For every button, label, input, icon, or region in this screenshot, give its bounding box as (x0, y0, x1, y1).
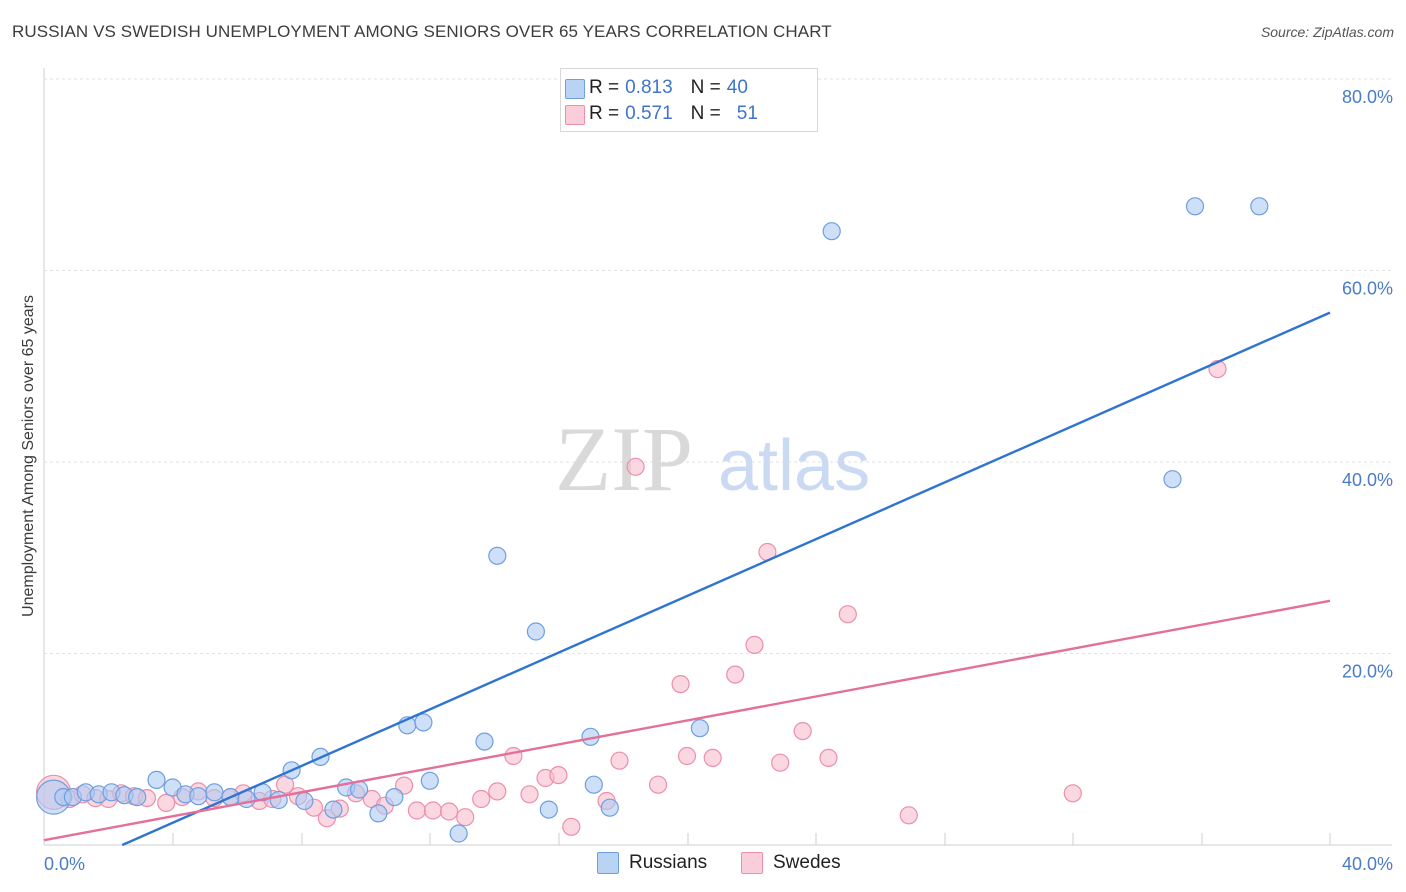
trend-lines (43, 311, 1331, 847)
watermark-atlas: atlas (718, 426, 870, 506)
swedes-point (671, 674, 690, 694)
y-tick-label: 60.0% (1342, 279, 1393, 299)
swedes-point (745, 635, 764, 655)
swedes-point (703, 748, 722, 768)
russians-point (488, 546, 507, 565)
russians-point (324, 800, 343, 819)
russians-trend-line (121, 311, 1331, 847)
russians-point (269, 790, 288, 810)
legend-item-swedes[interactable]: Swedes (741, 852, 841, 874)
watermark: ZIP atlas (555, 408, 870, 510)
swedes-n-value: 51 (736, 103, 758, 124)
russians-r-value: 0.813 (625, 77, 673, 98)
russians-point (385, 787, 404, 807)
russians-r-label: R = (589, 77, 620, 98)
swedes-r-label: R = (589, 103, 620, 124)
y-axis-label: Unemployment Among Seniors over 65 years (20, 295, 37, 617)
russians-point (189, 787, 208, 806)
swedes-point (626, 457, 645, 476)
russians-point (1185, 197, 1205, 216)
swedes-trend-line (43, 599, 1331, 842)
russians-point (600, 798, 619, 817)
russians-point (690, 719, 710, 738)
swedes-point (440, 802, 459, 821)
russians-point (369, 804, 388, 823)
russians-point (1250, 197, 1269, 216)
y-tick-label: 20.0% (1342, 662, 1393, 682)
swedes-point (549, 765, 568, 785)
swedes-point (472, 789, 491, 809)
swedes-point (838, 605, 857, 624)
swedes-point (793, 721, 812, 741)
russians-point (584, 775, 603, 794)
swedes-point (1063, 784, 1082, 803)
tick-labels: 20.0% 40.0% 60.0% 80.0% 0.0% 40.0% (44, 87, 1393, 874)
russians-point (449, 824, 468, 843)
swedes-point (677, 746, 697, 766)
series-legend: Russians Swedes (0, 852, 1406, 878)
swedes-point (456, 808, 475, 827)
swedes-n-label: N = (690, 103, 721, 124)
russians-point (205, 783, 224, 802)
correlation-legend: R = 0.813 N = 40 R = 0.571 N = 51 (560, 68, 818, 132)
russians-point (822, 222, 841, 241)
chart-title: RUSSIAN VS SWEDISH UNEMPLOYMENT AMONG SE… (12, 22, 832, 41)
russians-point (526, 622, 546, 641)
x-tick-label: 40.0% (1342, 854, 1393, 874)
y-tick-label: 40.0% (1342, 470, 1393, 490)
grid (44, 78, 1392, 654)
russians-point (128, 787, 147, 807)
russians-point (1163, 470, 1182, 489)
swedes-legend-label: Swedes (773, 852, 841, 873)
russians-point (539, 800, 558, 819)
swedes-point (520, 785, 539, 804)
axes (43, 68, 1392, 846)
russians-point (420, 771, 439, 790)
swedes-point (488, 782, 507, 801)
swedes-swatch (565, 105, 585, 125)
russians-points (35, 197, 1269, 843)
russians-legend-label: Russians (629, 852, 708, 873)
x-tick-label: 0.0% (44, 854, 85, 874)
russians-point (147, 770, 166, 790)
russians-point (475, 732, 494, 751)
russians-n-value: 40 (726, 77, 748, 98)
legend-item-russians[interactable]: Russians (597, 852, 707, 874)
swedes-point (819, 748, 838, 768)
swedes-legend-swatch (741, 852, 763, 874)
russians-point (295, 791, 314, 811)
swedes-point (562, 817, 581, 836)
legend-row-swedes: R = 0.571 N = 51 (565, 101, 758, 127)
legend-row-russians: R = 0.813 N = 40 (565, 75, 748, 101)
source-label: Source: ZipAtlas.com (1260, 24, 1394, 40)
russians-point (414, 713, 433, 732)
russians-n-label: N = (690, 77, 721, 98)
y-tick-label: 80.0% (1342, 87, 1393, 107)
swedes-point (726, 665, 745, 684)
swedes-point (423, 801, 443, 820)
swedes-point (899, 806, 918, 825)
russians-legend-swatch (597, 852, 619, 874)
swedes-point (407, 801, 426, 820)
swedes-point (157, 793, 176, 813)
swedes-point (610, 751, 629, 770)
swedes-point (648, 775, 668, 794)
swedes-point (504, 746, 523, 766)
swedes-r-value: 0.571 (625, 103, 673, 124)
russians-swatch (565, 79, 585, 99)
swedes-point (771, 753, 790, 772)
watermark-zip: ZIP (555, 408, 693, 510)
